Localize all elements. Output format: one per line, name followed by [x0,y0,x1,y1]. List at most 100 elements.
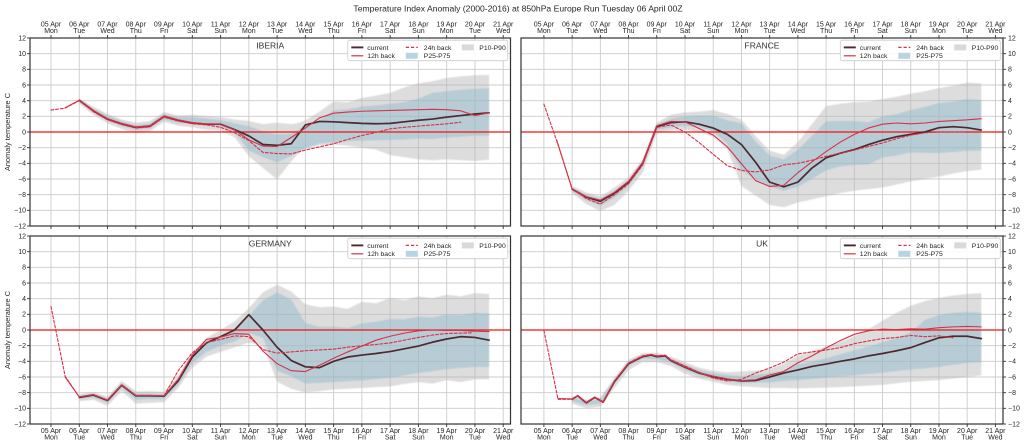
svg-text:08 Apr: 08 Apr [126,22,147,29]
svg-text:−4: −4 [1008,359,1016,366]
svg-text:0: 0 [22,129,26,136]
svg-text:−4: −4 [18,161,26,168]
svg-text:14 Apr: 14 Apr [295,428,316,435]
svg-text:05 Apr: 05 Apr [41,22,62,29]
svg-text:Wed: Wed [988,28,1002,35]
svg-text:Sun: Sun [905,434,918,441]
svg-text:Mon: Mon [440,434,454,441]
svg-text:08 Apr: 08 Apr [618,22,639,29]
svg-text:2: 2 [1008,312,1012,319]
svg-text:21 Apr: 21 Apr [985,428,1006,435]
svg-text:P25-P75: P25-P75 [916,53,943,60]
svg-text:−6: −6 [1008,374,1016,381]
svg-text:−10: −10 [14,406,26,413]
svg-text:Thu: Thu [130,434,142,441]
svg-text:08 Apr: 08 Apr [618,428,639,435]
svg-text:12: 12 [18,233,26,240]
svg-text:12h back: 12h back [860,251,888,258]
svg-text:−2: −2 [1008,145,1016,152]
svg-text:14 Apr: 14 Apr [788,428,809,435]
svg-text:Sun: Sun [412,434,425,441]
svg-text:24h back: 24h back [916,45,944,52]
svg-text:Tue: Tue [764,28,776,35]
svg-text:2: 2 [1008,114,1012,121]
svg-text:12 Apr: 12 Apr [731,22,752,29]
svg-text:07 Apr: 07 Apr [97,428,118,435]
svg-text:14 Apr: 14 Apr [788,22,809,29]
svg-text:19 Apr: 19 Apr [437,428,458,435]
svg-text:17 Apr: 17 Apr [380,428,401,435]
svg-text:Fri: Fri [653,28,662,35]
svg-text:Fri: Fri [160,28,169,35]
svg-text:13 Apr: 13 Apr [760,22,781,29]
svg-text:21 Apr: 21 Apr [985,22,1006,29]
svg-text:12: 12 [1008,35,1016,42]
svg-text:24h back: 24h back [424,45,452,52]
svg-text:10: 10 [1008,51,1016,58]
svg-text:P25-P75: P25-P75 [424,251,451,258]
svg-text:12h back: 12h back [860,53,888,60]
svg-text:Mon: Mon [440,28,454,35]
svg-text:10: 10 [18,51,26,58]
svg-text:12 Apr: 12 Apr [731,428,752,435]
svg-text:Wed: Wed [100,28,114,35]
svg-text:16 Apr: 16 Apr [352,22,373,29]
svg-text:07 Apr: 07 Apr [590,22,611,29]
svg-text:Sun: Sun [412,28,425,35]
svg-text:Fri: Fri [160,434,169,441]
svg-text:17 Apr: 17 Apr [872,22,893,29]
svg-text:15 Apr: 15 Apr [323,22,344,29]
svg-text:Tue: Tue [271,434,283,441]
svg-text:09 Apr: 09 Apr [647,428,668,435]
svg-text:6: 6 [22,82,26,89]
svg-text:Tue: Tue [566,28,578,35]
svg-text:Wed: Wed [791,28,805,35]
svg-text:Sat: Sat [385,28,396,35]
svg-text:Tue: Tue [271,28,283,35]
svg-text:Mon: Mon [44,28,58,35]
svg-text:Sat: Sat [877,28,888,35]
svg-text:Sun: Sun [707,28,720,35]
svg-text:Thu: Thu [623,434,635,441]
svg-text:4: 4 [22,98,26,105]
svg-text:Anomaly temperature C: Anomaly temperature C [3,92,12,171]
svg-text:Sun: Sun [905,28,918,35]
svg-text:Mon: Mon [735,434,749,441]
svg-text:Wed: Wed [298,28,312,35]
svg-text:Sat: Sat [385,434,396,441]
svg-text:12 Apr: 12 Apr [239,22,260,29]
svg-text:11 Apr: 11 Apr [703,428,723,435]
svg-text:06 Apr: 06 Apr [562,22,583,29]
svg-text:Sun: Sun [214,28,227,35]
svg-text:16 Apr: 16 Apr [844,22,865,29]
svg-text:Sat: Sat [680,434,691,441]
svg-text:Thu: Thu [820,434,832,441]
svg-text:−10: −10 [1008,208,1020,215]
svg-text:05 Apr: 05 Apr [534,22,555,29]
svg-text:12: 12 [1008,233,1016,240]
svg-text:Sun: Sun [707,434,720,441]
svg-text:10 Apr: 10 Apr [182,428,203,435]
svg-text:P25-P75: P25-P75 [916,251,943,258]
svg-text:−2: −2 [18,343,26,350]
svg-text:2: 2 [22,312,26,319]
svg-text:6: 6 [1008,280,1012,287]
svg-text:24h back: 24h back [916,243,944,250]
svg-text:8: 8 [1008,265,1012,272]
svg-text:Fri: Fri [653,434,662,441]
svg-text:19 Apr: 19 Apr [929,22,950,29]
svg-text:0: 0 [1008,327,1012,334]
svg-text:Mon: Mon [735,28,749,35]
svg-text:Mon: Mon [537,28,551,35]
svg-text:−12: −12 [1008,223,1020,230]
svg-text:Wed: Wed [298,434,312,441]
svg-text:24h back: 24h back [424,243,452,250]
svg-text:10: 10 [1008,249,1016,256]
svg-text:12h back: 12h back [367,53,395,60]
svg-text:Mon: Mon [44,434,58,441]
svg-text:16 Apr: 16 Apr [352,428,373,435]
svg-text:10 Apr: 10 Apr [182,22,203,29]
svg-text:current: current [367,45,388,52]
svg-text:Tue: Tue [469,28,481,35]
svg-text:19 Apr: 19 Apr [929,428,950,435]
